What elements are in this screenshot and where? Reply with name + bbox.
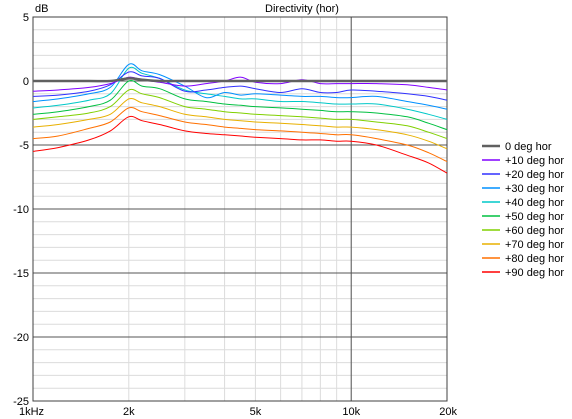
y-tick-label: -10 — [13, 204, 29, 216]
x-tick-label: 20k — [439, 406, 457, 418]
legend-label: +20 deg hor — [505, 169, 564, 181]
y-axis-label: dB — [35, 3, 48, 15]
series-line-0 — [33, 77, 447, 83]
series-line-1 — [32, 76, 448, 92]
chart-title: Directivity (hor) — [265, 3, 339, 15]
y-tick-label: 5 — [23, 12, 29, 24]
legend-label: 0 deg hor — [505, 141, 552, 153]
series-line-6 — [32, 88, 448, 140]
series-lines — [32, 63, 448, 174]
legend-label: +30 deg hor — [505, 183, 564, 195]
y-tick-label: 0 — [23, 76, 29, 88]
series-line-9 — [32, 115, 448, 174]
y-tick-label: -20 — [13, 332, 29, 344]
y-tick-label: -15 — [13, 268, 29, 280]
x-tick-labels: 1kHz 2k 5k 10k 20k — [19, 406, 457, 418]
series-line-5 — [32, 80, 448, 131]
legend-label: +60 deg hor — [505, 225, 564, 237]
legend: 0 deg hor +10 deg hor +20 deg hor +30 deg h… — [482, 141, 564, 279]
legend-label: +50 deg hor — [505, 211, 564, 223]
plot-frame — [32, 16, 448, 402]
y-tick-labels: 5 0 -5 -10 -15 -20 -25 — [13, 12, 29, 408]
x-tick-label: 5k — [250, 406, 262, 418]
series-line-8 — [32, 107, 448, 163]
x-tick-label: 10k — [342, 406, 360, 418]
y-tick-label: -5 — [19, 140, 29, 152]
y-tick-label: -25 — [13, 396, 29, 408]
legend-label: +10 deg hor — [505, 155, 564, 167]
series-line-7 — [32, 97, 448, 150]
legend-label: +90 deg hor — [505, 267, 564, 279]
series-line-4 — [32, 66, 448, 120]
legend-label: +80 deg hor — [505, 253, 564, 265]
legend-label: +70 deg hor — [505, 239, 564, 251]
x-tick-label: 2k — [123, 406, 135, 418]
legend-label: +40 deg hor — [505, 197, 564, 209]
x-tick-label: 1kHz — [19, 406, 44, 418]
